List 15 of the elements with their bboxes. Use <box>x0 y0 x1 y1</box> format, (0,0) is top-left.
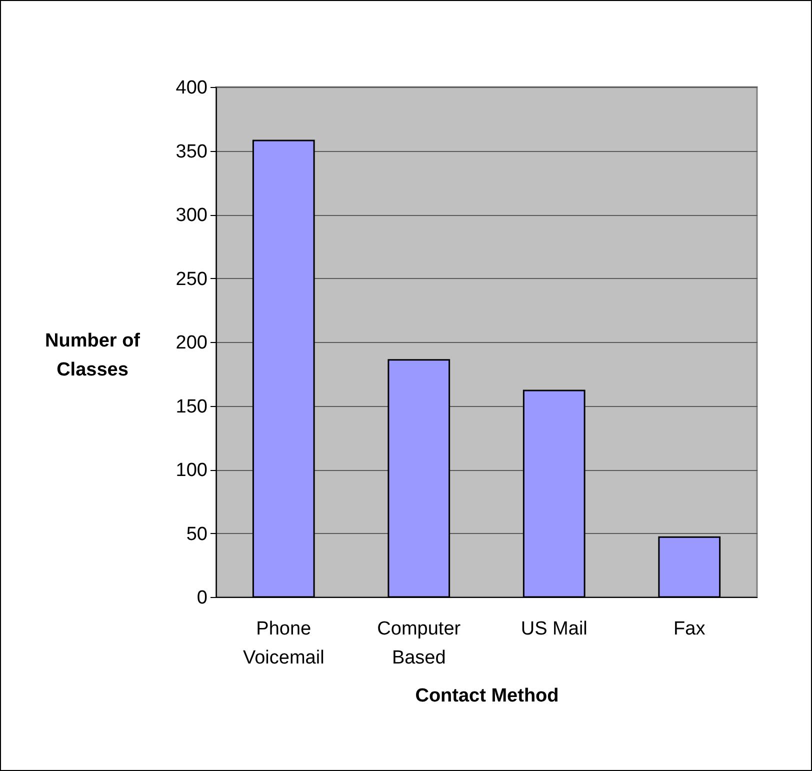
y-axis-title: Number of Classes <box>45 330 141 380</box>
y-tick-label: 300 <box>176 205 208 226</box>
x-tick-label: Fax <box>674 618 706 640</box>
y-tick-label: 50 <box>186 524 208 545</box>
x-tick-label: US Mail <box>520 618 588 640</box>
x-tick-label: Phone Voicemail <box>242 618 324 668</box>
y-tick-label: 350 <box>176 141 208 162</box>
y-tick-label: 200 <box>176 332 208 354</box>
y-tick-label: 100 <box>176 460 208 481</box>
y-tick-label: 400 <box>176 78 208 98</box>
x-tick-label: Computer Based <box>377 618 462 668</box>
x-axis-title: Contact Method <box>415 686 559 706</box>
y-tick-label: 250 <box>176 268 208 290</box>
y-tick-label: 150 <box>176 396 208 418</box>
y-tick-label: 0 <box>196 588 208 608</box>
